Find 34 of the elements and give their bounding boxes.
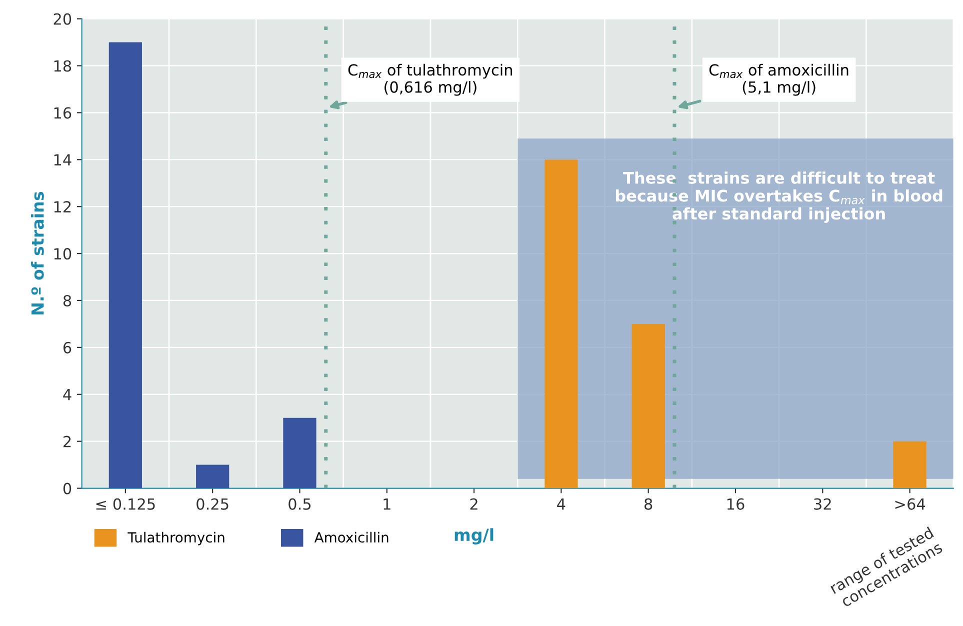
ref-line-label: C$_{max}$ of amoxicillin (5,1 mg/l) bbox=[709, 64, 848, 96]
x-tick-label: 32 bbox=[814, 498, 831, 510]
y-tick-label: 10 bbox=[54, 248, 72, 260]
bar bbox=[283, 418, 316, 488]
x-tick-label: 16 bbox=[727, 498, 744, 510]
bar bbox=[893, 441, 926, 488]
y-tick-label: 2 bbox=[64, 436, 71, 448]
bar bbox=[196, 464, 230, 488]
y-tick-label: 6 bbox=[63, 342, 72, 354]
x-tick-label: 2 bbox=[470, 498, 478, 510]
y-tick-label: 8 bbox=[63, 294, 72, 306]
legend-label: Amoxicillin bbox=[314, 532, 388, 543]
y-axis-title: N.º of strains bbox=[31, 192, 44, 314]
bar bbox=[544, 160, 578, 488]
y-tick-label: 20 bbox=[54, 13, 72, 25]
y-tick-label: 16 bbox=[54, 107, 72, 119]
x-tick-label: 0.25 bbox=[196, 498, 228, 510]
x-axis-title: mg/l bbox=[454, 528, 494, 544]
y-tick-label: 14 bbox=[54, 154, 72, 166]
y-tick-label: 0 bbox=[63, 482, 72, 494]
x-tick-label: 4 bbox=[557, 498, 566, 510]
y-tick-label: 4 bbox=[63, 389, 72, 400]
x-tick-label: >64 bbox=[895, 498, 926, 510]
y-tick-label: 12 bbox=[54, 201, 71, 212]
band-label: These strains are difficult to treat because MIC overtakes C$_{max}$ in blood after standard injection bbox=[616, 172, 942, 223]
legend-label: Tulathromycin bbox=[128, 532, 224, 546]
x-tick-label: ≤ 0.125 bbox=[96, 498, 155, 510]
x-tick-label: 8 bbox=[644, 498, 652, 510]
y-tick-label: 18 bbox=[54, 60, 72, 72]
x-tick-label: 0.5 bbox=[288, 498, 311, 510]
bar bbox=[632, 324, 665, 488]
bar bbox=[108, 42, 142, 488]
x-tick-label: 1 bbox=[384, 498, 390, 510]
ref-line-label: C$_{max}$ of tulathromycin (0,616 mg/l) bbox=[348, 64, 512, 96]
